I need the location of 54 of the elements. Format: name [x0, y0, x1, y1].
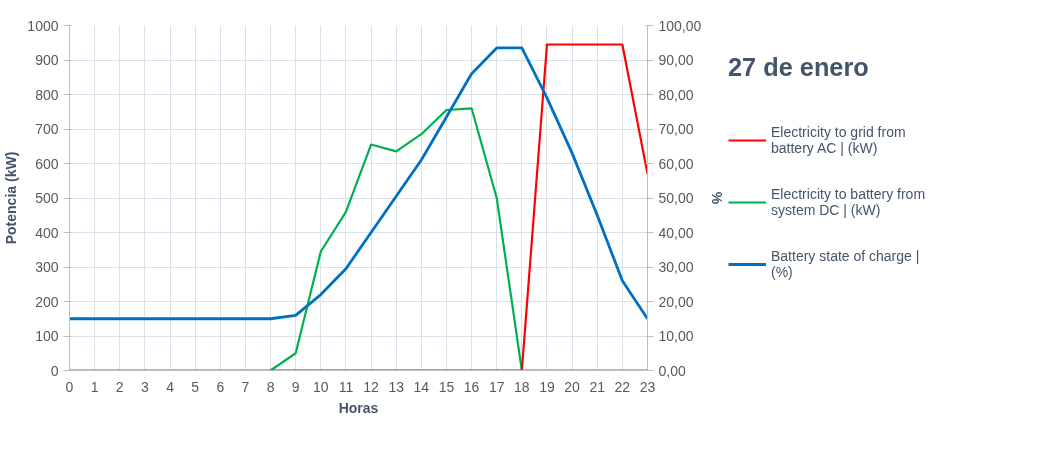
- x-tick-label: 20: [564, 378, 581, 395]
- x-tick-label: 1: [90, 378, 99, 395]
- text: 27 de enero: [728, 53, 870, 82]
- y-tick-label: 100: [35, 328, 59, 344]
- x-tick-label: 8: [266, 378, 275, 395]
- x-tick-label: 13: [388, 378, 405, 395]
- x-tick-label: 5: [191, 378, 200, 395]
- x-tick-label: 19: [539, 378, 555, 395]
- y2-tick-label: 10,00: [658, 328, 694, 344]
- y2-tick-label: 70,00: [658, 121, 694, 137]
- x-tick-label: 15: [438, 378, 455, 395]
- x-tick-label: 9: [291, 378, 300, 395]
- y2-tick-label: 90,00: [658, 52, 694, 68]
- x-tick-label: 12: [363, 378, 380, 395]
- y2-tick-label: 100,00: [658, 17, 702, 34]
- x-tick-label: 14: [413, 378, 430, 395]
- x-tick-label: 23: [639, 378, 656, 395]
- y-tick-label: 400: [35, 224, 59, 241]
- x-tick-label: 21: [589, 378, 606, 395]
- y2-axis-title: %: [709, 191, 726, 205]
- y-tick-label: 600: [35, 155, 59, 172]
- y-tick-label: 1000: [27, 17, 59, 34]
- y2-tick-label: 80,00: [658, 86, 694, 103]
- legend-label: Electricity to battery from system DC | (kW): [771, 185, 926, 220]
- y2-tick-label: 40,00: [658, 224, 694, 241]
- line-series: [69, 46, 648, 321]
- x-tick-label: 4: [166, 378, 175, 395]
- y2-tick-label: 60,00: [658, 155, 694, 172]
- y2-tick-label: 20,00: [658, 293, 694, 310]
- x-tick-label: 0: [65, 378, 74, 395]
- y-tick-label: 200: [35, 293, 59, 310]
- y-tick-label: 300: [35, 259, 59, 275]
- y2-tick-label: 50,00: [658, 190, 694, 206]
- y2-tick-label: 0,00: [658, 362, 686, 379]
- x-tick-label: 17: [488, 378, 505, 395]
- x-axis-title: Horas: [338, 399, 379, 416]
- x-tick-label: 11: [338, 378, 354, 395]
- legend-label: Battery state of charge | (%): [771, 247, 920, 282]
- x-tick-label: 6: [216, 378, 225, 395]
- y-tick-label: 800: [35, 86, 59, 103]
- y-tick-label: 500: [35, 190, 59, 206]
- y-axis-title: Potencia (kW): [3, 151, 20, 245]
- y-tick-label: 700: [35, 121, 59, 137]
- x-tick-label: 2: [115, 378, 124, 395]
- y-tick-label: 0: [50, 362, 59, 379]
- x-tick-label: 3: [141, 378, 149, 395]
- y2-tick-label: 30,00: [658, 259, 694, 275]
- x-tick-label: 7: [241, 378, 250, 395]
- y-tick-label: 900: [35, 52, 59, 68]
- x-tick-label: 16: [463, 378, 480, 395]
- x-tick-label: 10: [313, 378, 329, 395]
- x-tick-label: 22: [614, 378, 631, 395]
- x-tick-label: 18: [514, 378, 530, 395]
- legend-label: Electricity to grid from battery AC | (kW): [771, 123, 906, 158]
